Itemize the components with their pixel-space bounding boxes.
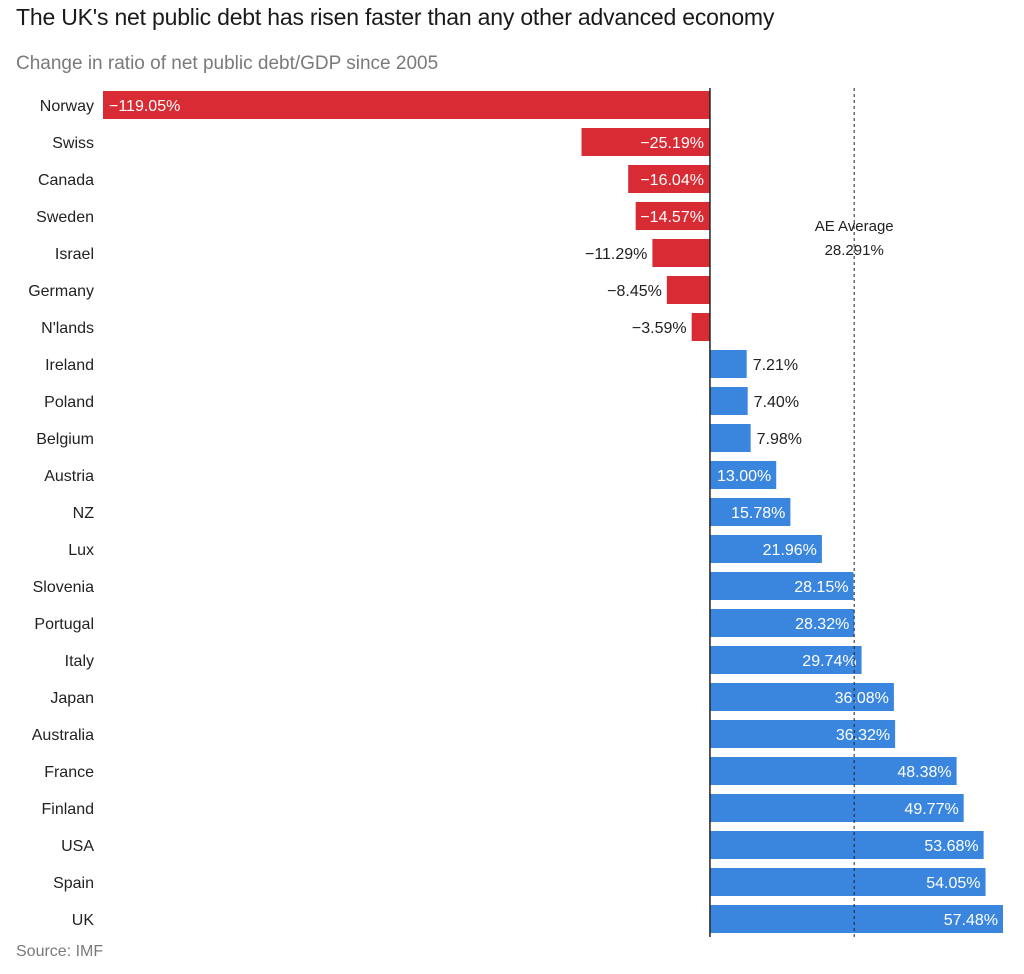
- value-label: 49.77%: [904, 801, 958, 818]
- category-label: Austria: [44, 468, 94, 485]
- ae-average-value: 28.291%: [825, 242, 884, 259]
- category-label: Ireland: [45, 357, 94, 374]
- value-label: 28.32%: [795, 616, 849, 633]
- bar-ireland: [709, 350, 747, 378]
- bar-australia: [709, 720, 896, 748]
- category-label: Lux: [68, 542, 94, 559]
- bar-nz: [709, 498, 791, 526]
- value-label: −11.29%: [585, 246, 647, 263]
- value-label: 28.15%: [794, 579, 848, 596]
- category-label: Swiss: [52, 135, 94, 152]
- bar-italy: [709, 646, 862, 674]
- value-label: 15.78%: [731, 505, 785, 522]
- value-label: 36.32%: [836, 727, 890, 744]
- category-label: USA: [61, 838, 94, 855]
- category-label: Norway: [40, 98, 94, 115]
- category-label: Sweden: [36, 209, 94, 226]
- category-label: Canada: [38, 172, 94, 189]
- category-label: N'lands: [41, 320, 94, 337]
- bar-norway: [103, 91, 710, 119]
- value-label: −25.19%: [640, 135, 704, 152]
- bar-belgium: [709, 424, 751, 452]
- category-label: Australia: [32, 727, 94, 744]
- bar-finland: [709, 794, 964, 822]
- value-label: −14.57%: [640, 209, 704, 226]
- category-label: Japan: [50, 690, 94, 707]
- bar-sweden: [635, 202, 710, 230]
- bar-austria: [709, 461, 777, 489]
- bar-uk: [709, 905, 1003, 933]
- value-label: −16.04%: [640, 172, 704, 189]
- category-label: Slovenia: [33, 579, 94, 596]
- value-label: −119.05%: [109, 98, 180, 115]
- value-label: 21.96%: [763, 542, 817, 559]
- bar-slovenia: [709, 572, 854, 600]
- bar-lux: [709, 535, 822, 563]
- category-label: Finland: [42, 801, 94, 818]
- value-label: 57.48%: [944, 912, 998, 929]
- chart-subtitle: Change in ratio of net public debt/GDP s…: [16, 53, 439, 74]
- category-label: Poland: [44, 394, 94, 411]
- category-label: Israel: [55, 246, 94, 263]
- value-label: 29.74%: [802, 653, 856, 670]
- category-label: Spain: [53, 875, 94, 892]
- category-label: NZ: [73, 505, 95, 522]
- bar-poland: [709, 387, 748, 415]
- category-label: Portugal: [34, 616, 94, 633]
- ae-average-label: AE Average: [815, 218, 894, 235]
- value-label: 54.05%: [926, 875, 980, 892]
- bar-spain: [709, 868, 986, 896]
- chart-source: Source: IMF: [16, 943, 104, 960]
- value-label: 13.00%: [717, 468, 771, 485]
- value-label: 53.68%: [924, 838, 978, 855]
- category-label: Belgium: [36, 431, 94, 448]
- bar-canada: [628, 165, 710, 193]
- category-label: Germany: [28, 283, 94, 300]
- value-label: 7.21%: [753, 357, 798, 374]
- bar-usa: [709, 831, 984, 859]
- category-label: UK: [72, 912, 95, 929]
- value-label: 7.98%: [757, 431, 802, 448]
- bar-portugal: [709, 609, 855, 637]
- value-label: 48.38%: [897, 764, 951, 781]
- bar-swiss: [581, 128, 710, 156]
- value-label: −8.45%: [607, 283, 662, 300]
- bar-japan: [709, 683, 894, 711]
- bar-france: [709, 757, 957, 785]
- bar-israel: [652, 239, 710, 267]
- value-label: 7.40%: [754, 394, 799, 411]
- category-label: France: [44, 764, 94, 781]
- value-label: −3.59%: [632, 320, 687, 337]
- bar-germany: [666, 276, 710, 304]
- value-label: 36.08%: [835, 690, 889, 707]
- category-label: Italy: [65, 653, 94, 670]
- chart-title: The UK's net public debt has risen faste…: [16, 4, 775, 30]
- bar-nlands: [691, 313, 710, 341]
